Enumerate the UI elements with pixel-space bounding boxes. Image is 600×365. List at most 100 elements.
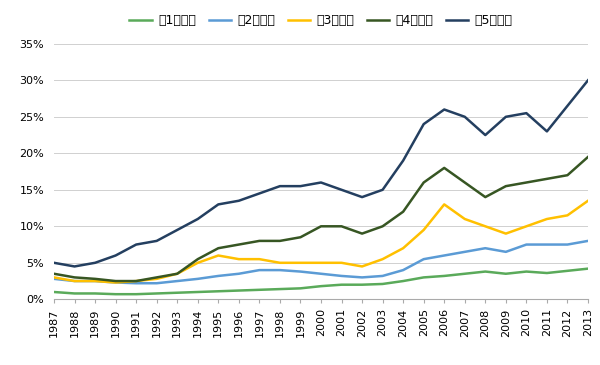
第3五分位 — [564, 213, 571, 218]
第5五分位 — [317, 180, 325, 185]
第5五分位 — [440, 107, 448, 112]
第4五分位 — [338, 224, 345, 228]
第2五分位 — [173, 279, 181, 283]
第4五分位 — [440, 166, 448, 170]
第5五分位 — [235, 199, 242, 203]
第5五分位 — [133, 242, 140, 247]
第5五分位 — [153, 239, 160, 243]
第4五分位 — [297, 235, 304, 239]
第2五分位 — [50, 277, 58, 281]
第5五分位 — [379, 188, 386, 192]
Line: 第4五分位: 第4五分位 — [54, 157, 588, 281]
第3五分位 — [194, 261, 202, 265]
第2五分位 — [420, 257, 427, 261]
第5五分位 — [584, 78, 592, 82]
第4五分位 — [277, 239, 284, 243]
第1五分位 — [358, 283, 365, 287]
第2五分位 — [91, 279, 98, 283]
第3五分位 — [379, 257, 386, 261]
第4五分位 — [482, 195, 489, 199]
第5五分位 — [544, 129, 551, 134]
第5五分位 — [400, 158, 407, 163]
第4五分位 — [461, 180, 469, 185]
第4五分位 — [173, 272, 181, 276]
第3五分位 — [544, 217, 551, 221]
第2五分位 — [215, 274, 222, 278]
第2五分位 — [523, 242, 530, 247]
第1五分位 — [235, 288, 242, 293]
第4五分位 — [523, 180, 530, 185]
第3五分位 — [338, 261, 345, 265]
第5五分位 — [50, 261, 58, 265]
第3五分位 — [358, 264, 365, 269]
第4五分位 — [379, 224, 386, 228]
第4五分位 — [317, 224, 325, 228]
第2五分位 — [544, 242, 551, 247]
第5五分位 — [523, 111, 530, 115]
第5五分位 — [297, 184, 304, 188]
第4五分位 — [153, 275, 160, 280]
第2五分位 — [153, 281, 160, 285]
第4五分位 — [358, 231, 365, 236]
第4五分位 — [400, 210, 407, 214]
第1五分位 — [133, 292, 140, 296]
第1五分位 — [400, 279, 407, 283]
第2五分位 — [379, 274, 386, 278]
第2五分位 — [440, 253, 448, 258]
第3五分位 — [173, 272, 181, 276]
第4五分位 — [71, 275, 78, 280]
第1五分位 — [440, 274, 448, 278]
第5五分位 — [358, 195, 365, 199]
第3五分位 — [91, 279, 98, 283]
第5五分位 — [215, 202, 222, 207]
第2五分位 — [502, 250, 509, 254]
第1五分位 — [420, 275, 427, 280]
第1五分位 — [379, 282, 386, 286]
第3五分位 — [277, 261, 284, 265]
第3五分位 — [420, 228, 427, 232]
Line: 第3五分位: 第3五分位 — [54, 201, 588, 283]
第1五分位 — [194, 290, 202, 294]
Line: 第2五分位: 第2五分位 — [54, 241, 588, 283]
第3五分位 — [440, 202, 448, 207]
第1五分位 — [153, 291, 160, 296]
第2五分位 — [338, 274, 345, 278]
第4五分位 — [215, 246, 222, 250]
第1五分位 — [173, 291, 181, 295]
第2五分位 — [358, 275, 365, 280]
第1五分位 — [317, 284, 325, 288]
第4五分位 — [50, 272, 58, 276]
第3五分位 — [461, 217, 469, 221]
第4五分位 — [235, 242, 242, 247]
第3五分位 — [482, 224, 489, 228]
第1五分位 — [482, 269, 489, 274]
第2五分位 — [584, 239, 592, 243]
第3五分位 — [584, 199, 592, 203]
第3五分位 — [317, 261, 325, 265]
第2五分位 — [235, 272, 242, 276]
第2五分位 — [133, 281, 140, 285]
第5五分位 — [112, 253, 119, 258]
第5五分位 — [194, 217, 202, 221]
第1五分位 — [112, 292, 119, 296]
第4五分位 — [256, 239, 263, 243]
第4五分位 — [420, 180, 427, 185]
第3五分位 — [256, 257, 263, 261]
第3五分位 — [112, 280, 119, 285]
第5五分位 — [256, 191, 263, 196]
第2五分位 — [277, 268, 284, 272]
第5五分位 — [173, 228, 181, 232]
第5五分位 — [338, 188, 345, 192]
第1五分位 — [215, 289, 222, 293]
Line: 第1五分位: 第1五分位 — [54, 269, 588, 294]
第3五分位 — [400, 246, 407, 250]
第2五分位 — [297, 269, 304, 274]
第2五分位 — [461, 250, 469, 254]
第5五分位 — [564, 104, 571, 108]
第1五分位 — [584, 266, 592, 271]
第2五分位 — [194, 277, 202, 281]
第3五分位 — [71, 279, 78, 283]
第1五分位 — [564, 269, 571, 273]
第2五分位 — [71, 279, 78, 283]
第5五分位 — [461, 115, 469, 119]
